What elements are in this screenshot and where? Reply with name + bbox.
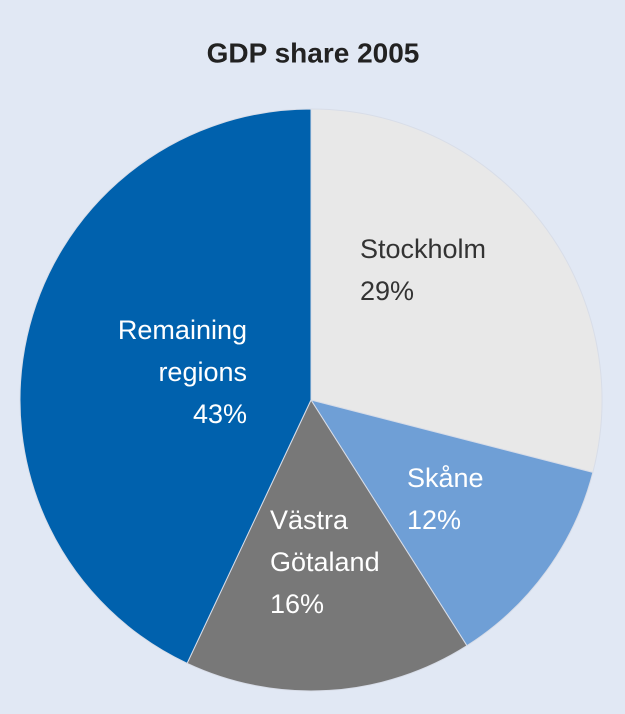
value-label: 16% <box>270 589 325 619</box>
category-name: Skåne <box>407 463 484 493</box>
category-name: Västra Götaland <box>270 505 380 577</box>
slice-label: Remaining regions 43% <box>77 309 247 435</box>
category-name: Remaining regions <box>117 315 247 387</box>
value-label: 43% <box>192 399 247 429</box>
category-name: Stockholm <box>360 234 487 264</box>
pie-slice <box>19 108 312 664</box>
chart-title: GDP share 2005 <box>207 37 420 68</box>
pie-slice <box>310 108 603 473</box>
slice-label: Skåne 12% <box>407 457 527 541</box>
pie-slice <box>186 398 468 692</box>
value-label: 29% <box>360 276 415 306</box>
pie-slice <box>309 399 594 647</box>
slice-label: Stockholm 29% <box>360 228 580 312</box>
slice-label: Västra Götaland 16% <box>270 499 410 625</box>
value-label: 12% <box>407 505 462 535</box>
